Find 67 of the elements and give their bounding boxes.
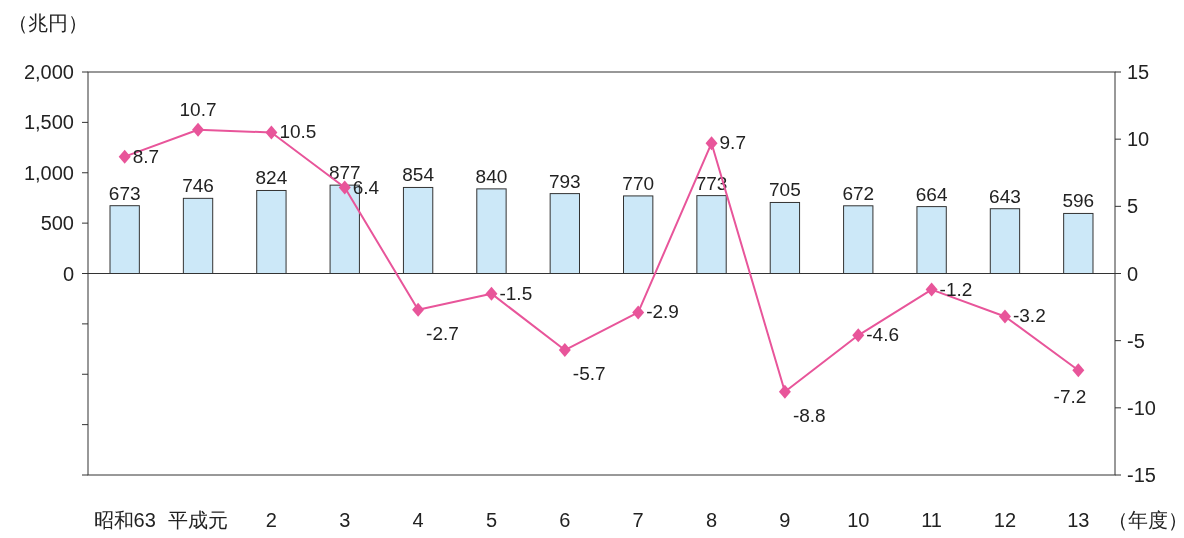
point [925,282,938,297]
data-label: 746 [182,175,214,197]
data-label: 705 [769,179,801,201]
point [118,149,131,164]
data-label: 840 [475,165,508,187]
point [852,328,865,343]
y-axis-title: （兆円） [8,12,88,34]
data-label: 664 [915,183,948,205]
x-tick-label: 5 [485,509,498,531]
y2-tick-label: -10 [1127,396,1156,419]
point [632,305,645,320]
data-label: -1.2 [939,278,973,300]
data-label: -1.5 [499,282,533,304]
data-label: -2.9 [646,301,679,323]
data-label: 596 [1062,190,1095,212]
x-tick-label: 平成元 [168,509,229,531]
y2-tick-label: -5 [1127,329,1145,352]
x-tick-label: 9 [779,509,791,531]
point [192,122,205,137]
point [485,286,498,301]
x-tick-label: 13 [1067,509,1090,531]
y-tick-label: 500 [40,212,74,235]
y-tick-label: 2,000 [23,61,74,83]
x-tick-label: 昭和63 [93,509,156,531]
y2-tick-label: 15 [1127,61,1150,83]
x-tick-label: 7 [632,509,644,531]
y2-tick-label: 0 [1127,262,1139,285]
data-label: -5.7 [572,363,606,385]
y2-tick-label: 10 [1127,128,1150,151]
y-tick-label: 1,500 [23,111,74,134]
data-label: -7.2 [1053,386,1087,408]
x-tick-label: 2 [265,509,277,531]
x-tick-label: 3 [339,509,351,531]
x-tick-label: 8 [705,509,718,531]
data-label: 673 [108,182,141,204]
x-tick-label: 4 [412,509,424,531]
point [1072,363,1085,378]
data-label: -2.7 [426,322,459,344]
x-axis-title: （年度） [1108,509,1184,531]
data-label: -4.6 [866,324,899,346]
point [998,309,1011,324]
y-tick-label: 1,000 [23,161,74,184]
data-label: 854 [402,164,435,186]
data-label: 770 [622,172,655,194]
point [705,136,718,151]
data-label: 643 [989,185,1021,207]
data-label: -3.2 [1012,305,1046,327]
point [558,343,571,358]
data-label: 9.7 [719,132,746,154]
data-label: -8.8 [792,404,826,426]
data-label: 10.7 [179,98,217,120]
y2-tick-label: -15 [1127,464,1156,486]
data-label: 672 [842,182,875,204]
point [412,302,425,317]
data-label: 824 [255,167,288,189]
data-label: 793 [548,170,581,192]
y-tick-label: 0 [62,262,74,285]
x-tick-label: 12 [993,509,1017,531]
x-tick-label: 11 [921,509,942,531]
point [778,384,791,399]
data-label: 10.5 [279,121,317,143]
point [265,125,278,140]
x-tick-label: 6 [559,509,571,531]
data-label: 8.7 [132,145,160,167]
y2-tick-label: 5 [1127,195,1139,218]
x-tick-label: 10 [847,509,870,531]
point [338,180,351,195]
